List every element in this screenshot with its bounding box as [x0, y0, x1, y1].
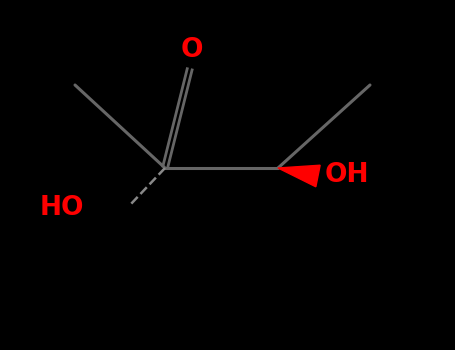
Text: HO: HO [40, 195, 84, 221]
Polygon shape [278, 165, 320, 187]
Text: O: O [181, 37, 203, 63]
Text: OH: OH [325, 162, 369, 188]
